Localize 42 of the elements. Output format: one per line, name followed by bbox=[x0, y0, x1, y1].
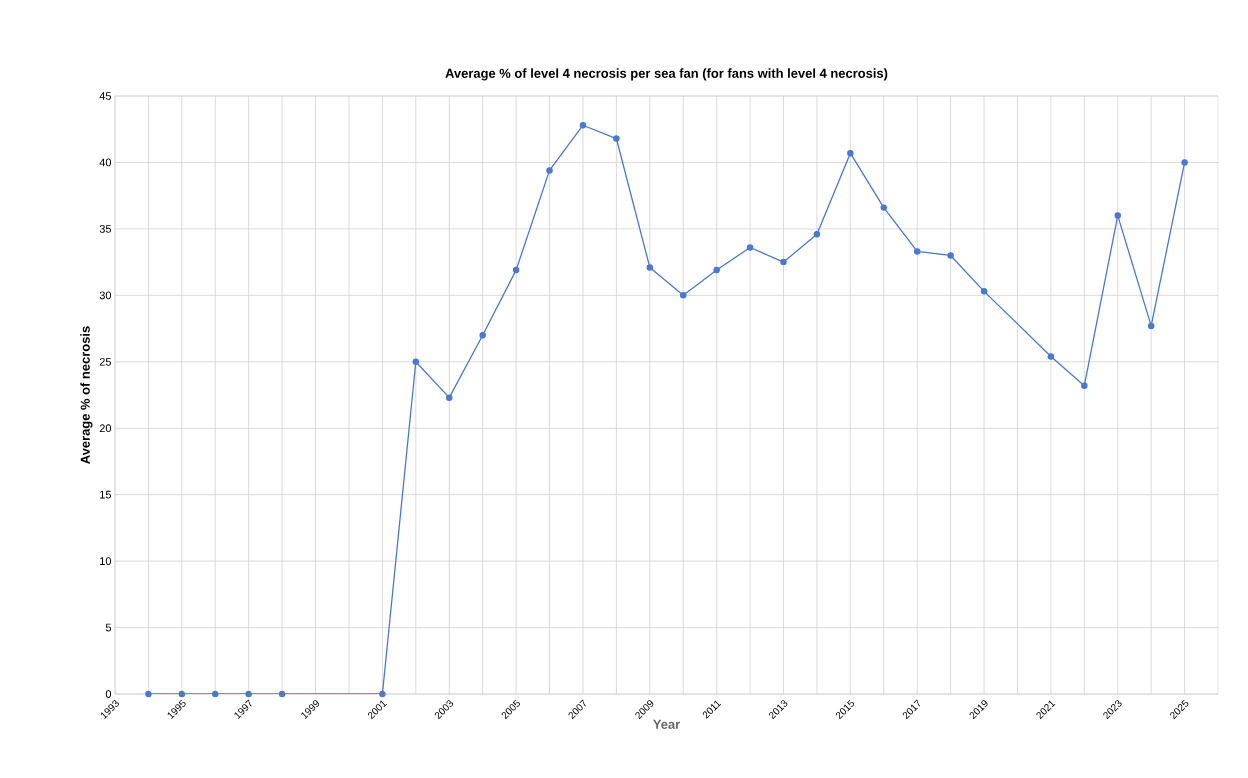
point bbox=[746, 244, 754, 251]
point bbox=[1147, 322, 1155, 330]
point bbox=[813, 230, 821, 238]
point bbox=[980, 288, 988, 295]
y-tick-label: 45 bbox=[99, 92, 112, 100]
chart-title: Average % of level 4 necrosis per sea fan (for fans with level 4 necrosis) bbox=[445, 68, 888, 81]
point bbox=[1114, 212, 1121, 219]
x-axis-title: Year bbox=[653, 719, 680, 729]
point bbox=[1081, 382, 1088, 389]
y-tick-label: 40 bbox=[99, 158, 112, 167]
point bbox=[379, 690, 386, 698]
y-tick-label: 0 bbox=[105, 690, 112, 698]
point bbox=[679, 292, 687, 299]
point bbox=[145, 690, 152, 698]
point bbox=[847, 149, 854, 157]
point bbox=[446, 394, 453, 401]
point bbox=[713, 266, 720, 274]
point bbox=[546, 167, 553, 174]
point bbox=[1181, 159, 1188, 166]
y-tick-label: 10 bbox=[100, 557, 112, 565]
y-tick-label: 25 bbox=[99, 357, 112, 366]
y-tick-label: 15 bbox=[100, 490, 112, 499]
y-tick-label: 20 bbox=[99, 424, 112, 433]
point bbox=[1047, 353, 1055, 360]
point bbox=[780, 258, 787, 266]
point bbox=[913, 248, 921, 255]
y-tick-label: 35 bbox=[99, 225, 112, 233]
point bbox=[947, 252, 954, 259]
point bbox=[412, 358, 420, 366]
point bbox=[245, 690, 252, 698]
point bbox=[212, 690, 219, 698]
point bbox=[613, 135, 620, 142]
point bbox=[880, 204, 888, 211]
point bbox=[512, 266, 520, 274]
point bbox=[646, 264, 654, 271]
y-axis-title: Average % of necrosis bbox=[80, 326, 93, 464]
point bbox=[178, 690, 186, 698]
point bbox=[479, 331, 486, 339]
y-tick-label: 30 bbox=[99, 291, 112, 300]
y-tick-label: 5 bbox=[105, 623, 112, 632]
point bbox=[278, 690, 286, 698]
point bbox=[579, 121, 587, 129]
